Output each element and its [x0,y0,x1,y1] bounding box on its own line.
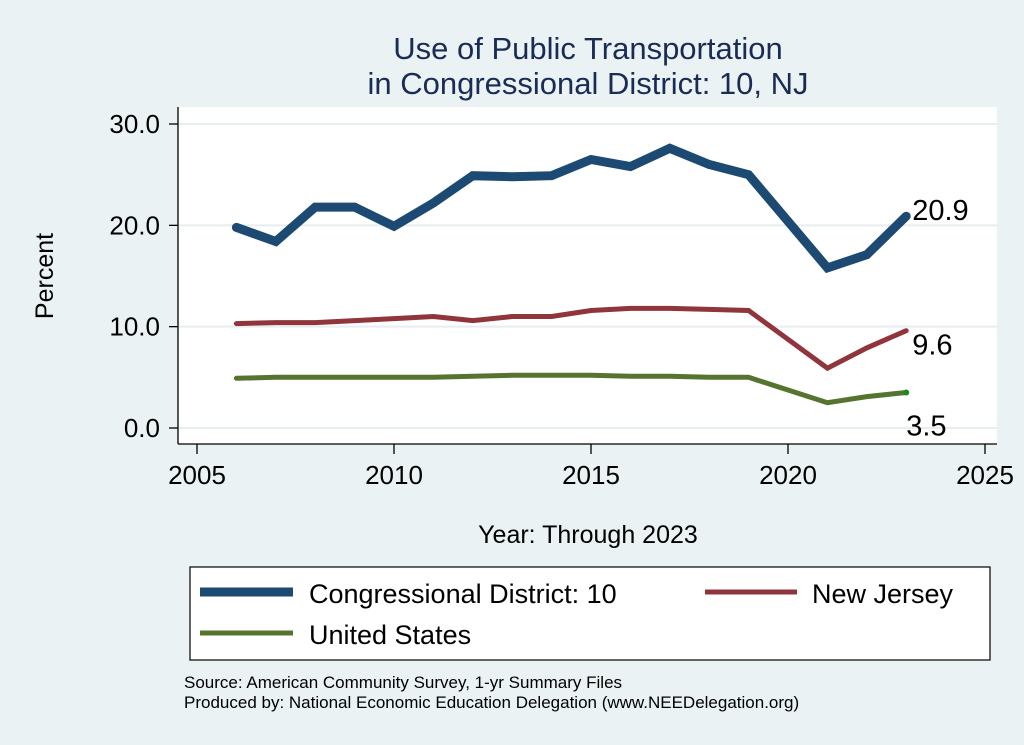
y-axis-label: Percent [31,233,59,319]
chart-title-line-1: Use of Public Transportation [393,31,782,66]
legend: Congressional District: 10 New Jersey Un… [189,566,991,661]
legend-label-congressional-district: Congressional District: 10 [309,579,617,609]
legend-box [189,566,991,661]
series-congressional-district-10: 20.9 [231,143,969,274]
end-value-label: 9.6 [912,330,952,362]
series-new-jersey: 9.6 [233,305,953,372]
series-group: 20.9 9.6 3.5 [231,143,969,443]
legend-label-new-jersey: New Jersey [812,579,954,609]
x-tick-label: 2025 [956,460,1014,490]
producer-note: Produced by: National Economic Education… [184,693,799,712]
y-tick-label: 30.0 [109,109,160,139]
end-value-label: 20.9 [912,195,968,227]
end-marker [903,389,910,396]
y-axis-ticks: 0.0 10.0 20.0 30.0 [109,109,178,443]
y-tick-label: 10.0 [109,312,160,342]
series-united-states: 3.5 [233,372,947,443]
y-tick-label: 20.0 [109,210,160,240]
chart-title-line-2: in Congressional District: 10, NJ [367,66,808,101]
source-note: Source: American Community Survey, 1-yr … [184,673,622,692]
end-value-label: 3.5 [906,411,946,443]
chart-title: Use of Public Transportation in Congress… [367,31,808,101]
legend-label-united-states: United States [309,620,471,650]
gridlines [179,123,997,429]
x-tick-label: 2020 [759,460,817,490]
y-tick-label: 0.0 [124,413,160,443]
x-axis-label: Year: Through 2023 [478,521,698,549]
x-tick-label: 2010 [365,460,423,490]
x-axis-ticks: 2005 2010 2015 2020 2025 [168,444,1014,490]
x-tick-label: 2015 [562,460,620,490]
x-tick-label: 2005 [168,460,226,490]
